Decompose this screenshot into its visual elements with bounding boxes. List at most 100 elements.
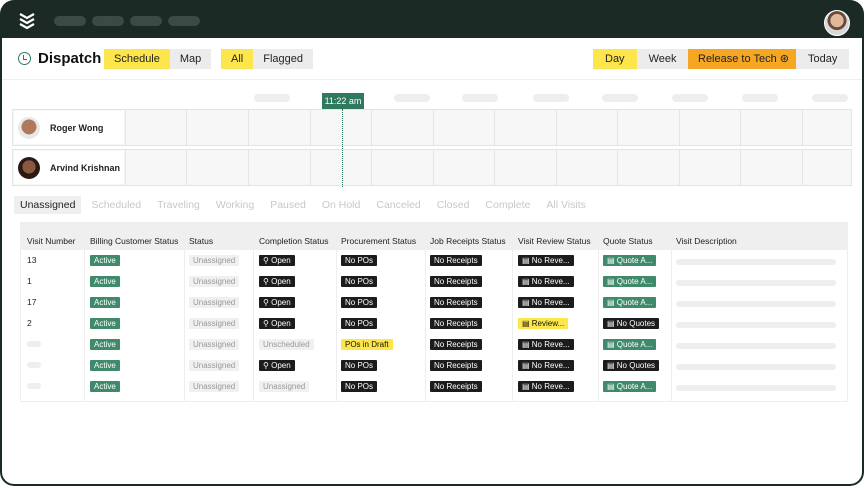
status-tab-complete[interactable]: Complete — [485, 199, 531, 211]
badge-label: Active — [94, 382, 116, 391]
status-badge: Active — [90, 297, 120, 308]
release-to-tech-button[interactable]: Release to Tech ⊛ — [688, 49, 799, 69]
badge-label: No Receipts — [434, 340, 478, 349]
badge-label: No Reve... — [531, 361, 570, 370]
visit-description-placeholder — [676, 299, 836, 309]
badge-label: Unassigned — [193, 319, 236, 328]
badge-label: No POs — [345, 361, 374, 370]
column-header[interactable]: Quote Status — [603, 236, 653, 246]
badge-label: No Quotes — [616, 361, 656, 370]
table-header: Visit Number Billing Customer Status Statu… — [21, 223, 847, 250]
document-icon: ▤ — [522, 256, 532, 265]
document-icon: ▤ — [522, 361, 532, 370]
column-header[interactable]: Visit Description — [676, 236, 737, 246]
badge-label: No Quotes — [616, 319, 656, 328]
document-icon: ▤ — [607, 319, 617, 328]
status-badge: Active — [90, 381, 120, 392]
status-badge: Unassigned — [189, 318, 240, 329]
clock-icon — [18, 52, 31, 65]
badge-label: No POs — [345, 319, 374, 328]
status-badge: ▤ No Reve... — [518, 381, 574, 392]
status-badge: ⚲ Open — [259, 276, 295, 287]
visit-description-placeholder — [676, 320, 836, 330]
badge-label: No Receipts — [434, 277, 478, 286]
nav-item[interactable] — [54, 16, 86, 26]
user-avatar[interactable] — [824, 10, 850, 36]
today-button[interactable]: Today — [796, 49, 850, 69]
status-badge: ⚲ Open — [259, 297, 295, 308]
column-header[interactable]: Visit Number — [27, 236, 76, 246]
status-badge: No POs — [341, 381, 378, 392]
range-week[interactable]: Week — [636, 49, 689, 69]
nav-item[interactable] — [168, 16, 200, 26]
badge-label: Unscheduled — [263, 340, 310, 349]
badge-label: No Receipts — [434, 382, 478, 391]
badge-label: Open — [271, 319, 291, 328]
status-tab-scheduled[interactable]: Scheduled — [91, 199, 142, 211]
top-nav — [2, 2, 862, 38]
technician-row[interactable]: Arvind Krishnan — [12, 149, 852, 186]
visit-number-placeholder — [27, 360, 41, 370]
nav-item[interactable] — [92, 16, 124, 26]
visit-description-placeholder — [676, 341, 836, 351]
badge-label: No POs — [345, 298, 374, 307]
time-label-placeholder — [394, 94, 430, 102]
status-tab-all-visits[interactable]: All Visits — [546, 199, 586, 211]
status-tab-closed[interactable]: Closed — [436, 199, 470, 211]
filter-all[interactable]: All — [221, 49, 254, 69]
status-tab-canceled[interactable]: Canceled — [376, 199, 421, 211]
column-header[interactable]: Completion Status — [259, 236, 329, 246]
status-badge: Active — [90, 276, 120, 287]
document-icon: ▤ — [607, 382, 617, 391]
technician-row[interactable]: Roger Wong — [12, 109, 852, 146]
badge-label: POs in Draft — [345, 340, 389, 349]
badge-label: Unassigned — [193, 361, 236, 370]
logo-icon[interactable] — [18, 12, 36, 30]
document-icon: ▤ — [607, 298, 617, 307]
status-badge: ▤ No Reve... — [518, 255, 574, 266]
badge-label: No Receipts — [434, 361, 478, 370]
status-tab-on-hold[interactable]: On Hold — [321, 199, 361, 211]
status-tab-working[interactable]: Working — [215, 199, 255, 211]
status-badge: No Receipts — [430, 360, 482, 371]
column-header[interactable]: Procurement Status — [341, 236, 417, 246]
time-label-placeholder — [254, 94, 290, 102]
badge-label: Open — [271, 256, 291, 265]
filter-flagged[interactable]: Flagged — [253, 49, 313, 69]
column-header[interactable]: Status — [189, 236, 214, 246]
status-badge: No Receipts — [430, 297, 482, 308]
status-tab-paused[interactable]: Paused — [270, 199, 306, 211]
badge-label: Quote A... — [616, 298, 653, 307]
page-title: Dispatch — [38, 50, 102, 67]
status-badge: ▤ No Quotes — [603, 318, 660, 329]
tab-schedule[interactable]: Schedule — [104, 49, 170, 69]
column-header[interactable]: Billing Customer Status — [90, 236, 179, 246]
document-icon: ▤ — [607, 256, 617, 265]
status-badge: ▤ No Quotes — [603, 360, 660, 371]
badge-label: Quote A... — [616, 256, 653, 265]
status-badge: No POs — [341, 360, 378, 371]
status-badge: ▤ Quote A... — [603, 276, 657, 287]
range-day[interactable]: Day — [593, 49, 637, 69]
visit-description-placeholder — [676, 383, 836, 393]
status-tab-unassigned[interactable]: Unassigned — [14, 196, 82, 214]
badge-label: No Reve... — [531, 298, 570, 307]
column-header[interactable]: Job Receipts Status — [430, 236, 506, 246]
status-badge: Unassigned — [189, 339, 240, 350]
nav-item[interactable] — [130, 16, 162, 26]
column-header[interactable]: Visit Review Status — [518, 236, 591, 246]
technician-name: Roger Wong — [50, 122, 104, 133]
status-badge: No POs — [341, 318, 378, 329]
badge-label: No Reve... — [531, 277, 570, 286]
avatar — [18, 156, 40, 179]
document-icon: ▤ — [522, 277, 532, 286]
tab-map[interactable]: Map — [169, 49, 212, 69]
badge-label: No POs — [345, 256, 374, 265]
status-badge: Unassigned — [189, 381, 240, 392]
status-badge: No Receipts — [430, 255, 482, 266]
badge-label: Active — [94, 277, 116, 286]
status-tab-traveling[interactable]: Traveling — [157, 199, 200, 211]
badge-label: Unassigned — [193, 277, 236, 286]
status-badge: ⚲ Open — [259, 318, 295, 329]
document-icon: ▤ — [607, 277, 617, 286]
